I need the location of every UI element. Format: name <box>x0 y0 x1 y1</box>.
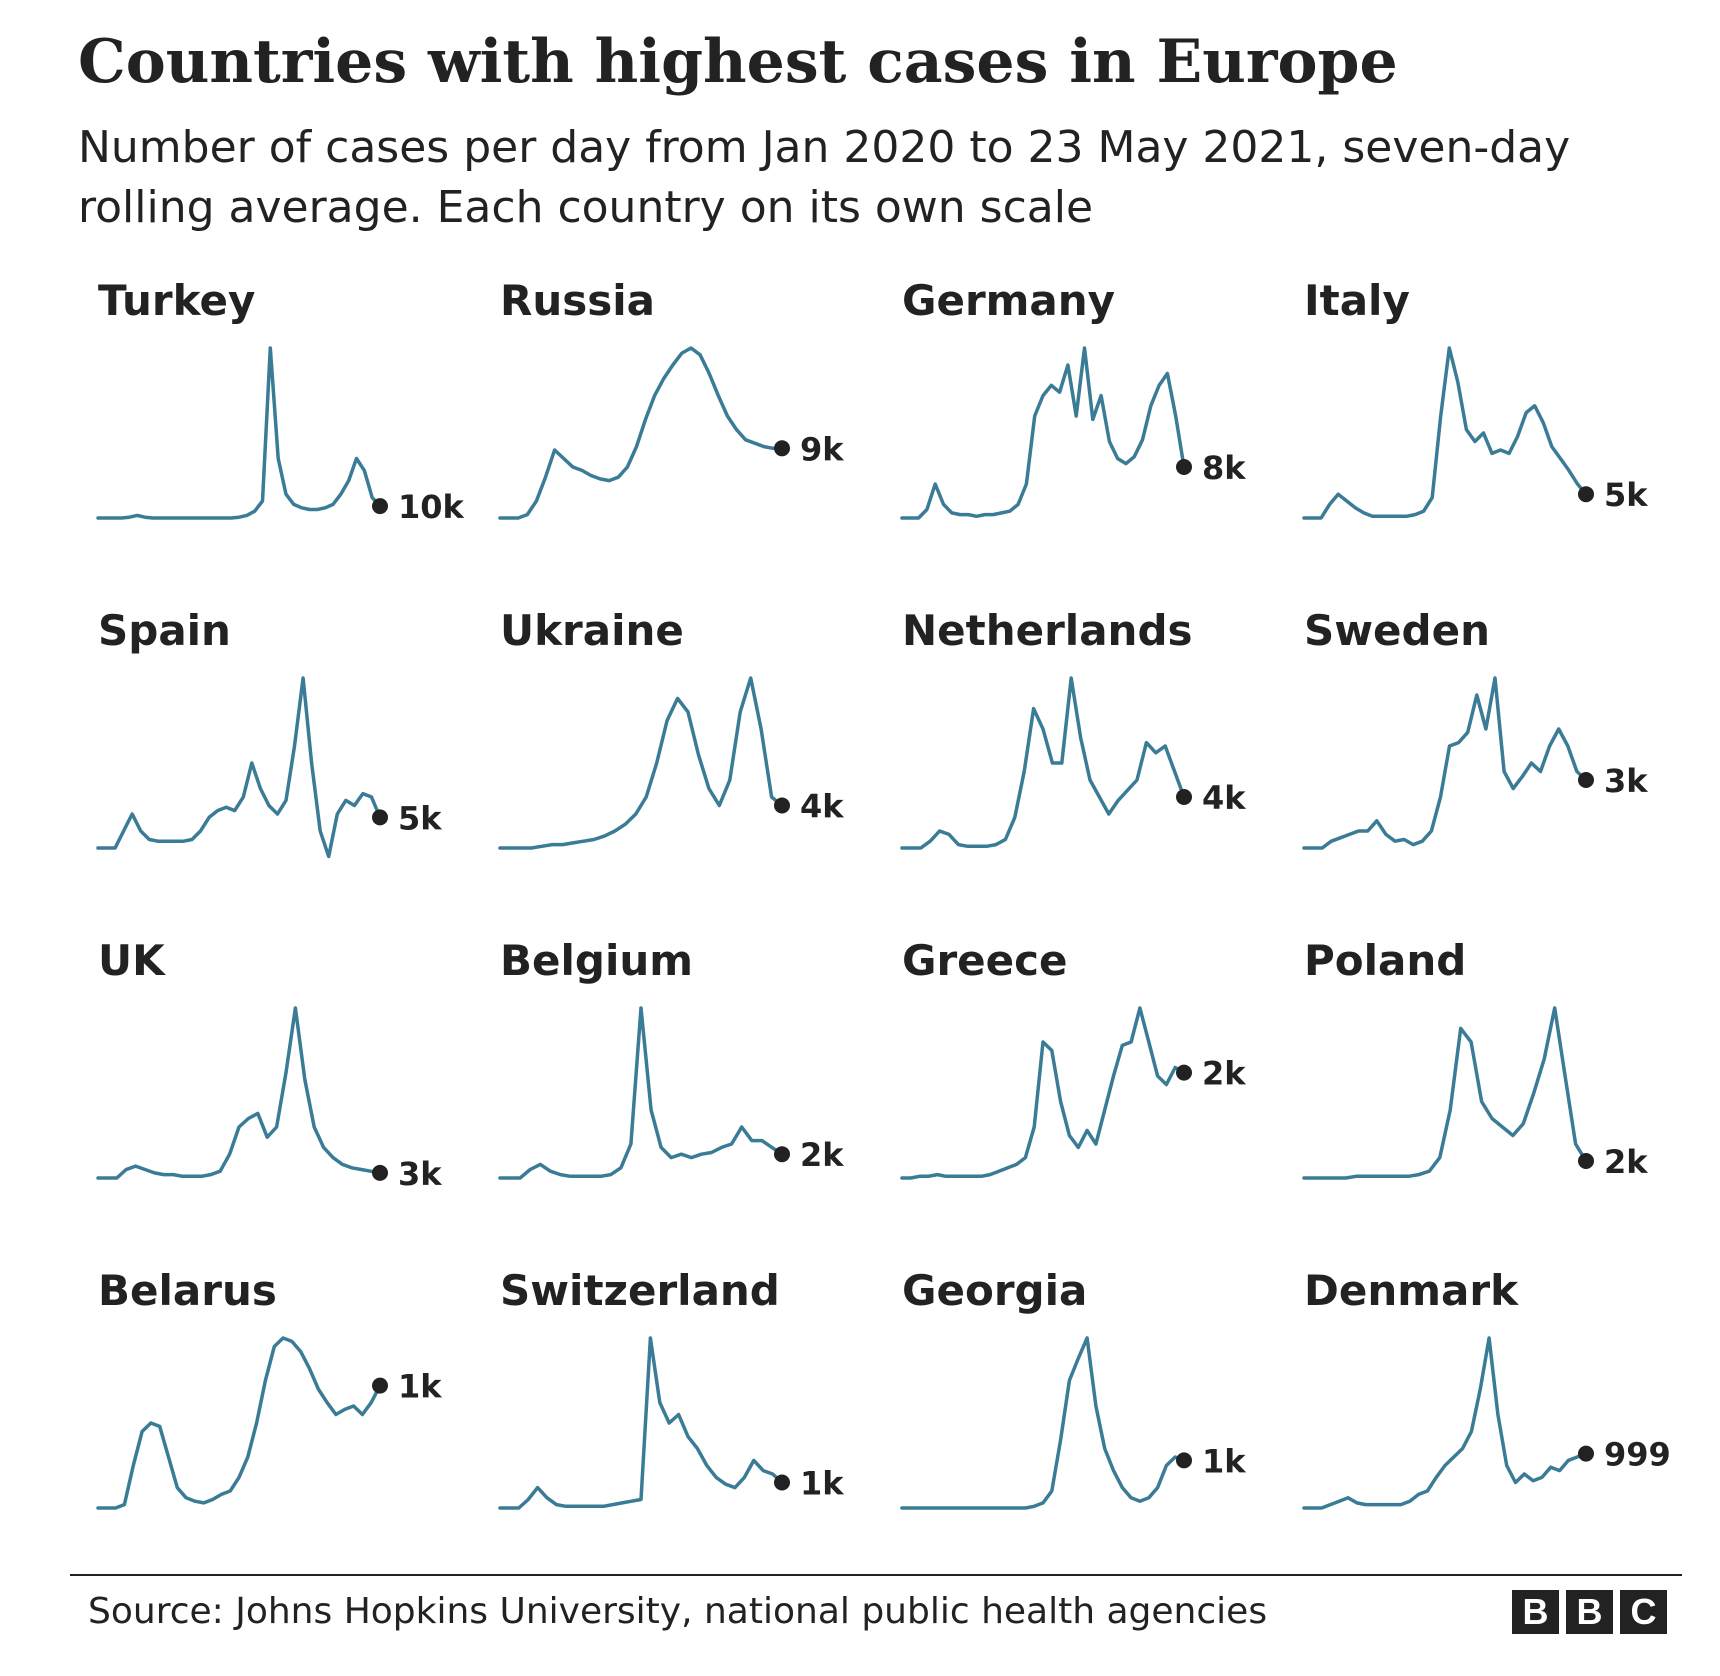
panel-chart: 10k <box>96 346 465 526</box>
bbc-logo-block: B <box>1566 1590 1613 1634</box>
bbc-logo-block: B <box>1512 1590 1559 1634</box>
latest-value-dot <box>1578 1153 1594 1169</box>
series-line <box>900 676 1186 850</box>
panel-chart: 3k <box>1302 676 1648 850</box>
chart-subtitle: Number of cases per day from Jan 2020 to… <box>78 122 1571 233</box>
latest-value-label: 4k <box>800 788 844 826</box>
panel-title: UK <box>98 936 165 985</box>
panel-chart: 5k <box>1302 346 1648 520</box>
latest-value-dot <box>1578 1445 1594 1462</box>
panel-chart: 1k <box>498 1336 844 1510</box>
latest-value-label: 10k <box>398 488 465 526</box>
latest-value-label: 2k <box>800 1136 844 1174</box>
latest-value-label: 2k <box>1202 1055 1246 1093</box>
panel-chart: 1k <box>900 1336 1246 1510</box>
panel-chart: 4k <box>900 676 1246 850</box>
panel-title: Poland <box>1304 936 1467 985</box>
panel-chart: 2k <box>1302 1006 1648 1181</box>
series-line <box>900 1006 1186 1180</box>
latest-value-label: 1k <box>1202 1442 1246 1480</box>
latest-value-label: 5k <box>398 799 442 837</box>
latest-value-dot <box>372 1377 388 1394</box>
series-line <box>96 346 382 520</box>
series-line <box>96 676 382 859</box>
latest-value-label: 2k <box>1604 1143 1648 1181</box>
panel-title: Belgium <box>500 936 694 985</box>
latest-value-label: 5k <box>1604 476 1648 514</box>
series-line <box>1302 1006 1588 1180</box>
panel-chart: 999 <box>1302 1336 1671 1510</box>
bbc-logo-block: C <box>1620 1590 1667 1634</box>
series-line <box>498 676 784 850</box>
panel-title: Netherlands <box>902 606 1193 655</box>
latest-value-label: 1k <box>800 1465 844 1503</box>
series-line <box>498 1336 784 1510</box>
latest-value-dot <box>1578 486 1594 503</box>
latest-value-dot <box>774 1474 790 1491</box>
series-line <box>96 1336 382 1510</box>
latest-value-label: 3k <box>398 1155 442 1193</box>
series-line <box>900 1336 1186 1510</box>
panel-title: Switzerland <box>500 1266 780 1315</box>
panel-chart: 8k <box>900 346 1246 520</box>
series-line <box>1302 1336 1588 1510</box>
panel-title: Georgia <box>902 1266 1088 1315</box>
series-line <box>900 346 1186 520</box>
latest-value-label: 999 <box>1604 1436 1671 1474</box>
panel-chart: 2k <box>498 1006 844 1180</box>
latest-value-label: 9k <box>800 430 844 468</box>
series-line <box>96 1006 382 1180</box>
latest-value-label: 3k <box>1604 762 1648 800</box>
latest-value-dot <box>1176 789 1192 805</box>
bbc-logo: B B C <box>1512 1590 1672 1634</box>
latest-value-dot <box>372 498 388 515</box>
panel-chart: 2k <box>900 1006 1246 1180</box>
latest-value-label: 1k <box>398 1368 442 1406</box>
source-note: Source: Johns Hopkins University, nation… <box>88 1591 1268 1632</box>
series-line <box>498 1006 784 1180</box>
panel-chart: 3k <box>96 1006 442 1193</box>
panel-title: Germany <box>902 276 1116 325</box>
footer-divider <box>70 1574 1682 1576</box>
latest-value-dot <box>1176 459 1192 475</box>
panel-title: Ukraine <box>500 606 684 655</box>
panel-title: Sweden <box>1304 606 1490 655</box>
series-line <box>1302 346 1588 520</box>
panel-title: Denmark <box>1304 1266 1518 1315</box>
panel-title: Turkey <box>98 276 256 325</box>
latest-value-label: 4k <box>1202 779 1246 817</box>
panel-title: Spain <box>98 606 231 655</box>
latest-value-label: 8k <box>1202 449 1246 487</box>
small-multiples-grid: Turkey 10k Russia 9k Germany 8k Italy 5k Spain 5k… <box>96 276 1671 1510</box>
latest-value-dot <box>774 440 790 457</box>
panel-chart: 4k <box>498 676 844 850</box>
series-line <box>498 346 784 520</box>
latest-value-dot <box>774 1146 790 1163</box>
panel-title: Italy <box>1304 276 1410 325</box>
latest-value-dot <box>1176 1452 1192 1469</box>
panel-title: Greece <box>902 936 1068 985</box>
series-line <box>1302 676 1588 850</box>
panel-chart: 5k <box>96 676 442 859</box>
latest-value-dot <box>372 1164 388 1181</box>
latest-value-dot <box>1578 772 1594 788</box>
panel-chart: 1k <box>96 1336 442 1510</box>
latest-value-dot <box>1176 1064 1192 1081</box>
chart-title: Countries with highest cases in Europe <box>78 27 1398 97</box>
panel-title: Belarus <box>98 1266 277 1315</box>
latest-value-dot <box>372 809 388 826</box>
panel-chart: 9k <box>498 346 844 520</box>
panel-title: Russia <box>500 276 655 325</box>
latest-value-dot <box>774 797 790 814</box>
